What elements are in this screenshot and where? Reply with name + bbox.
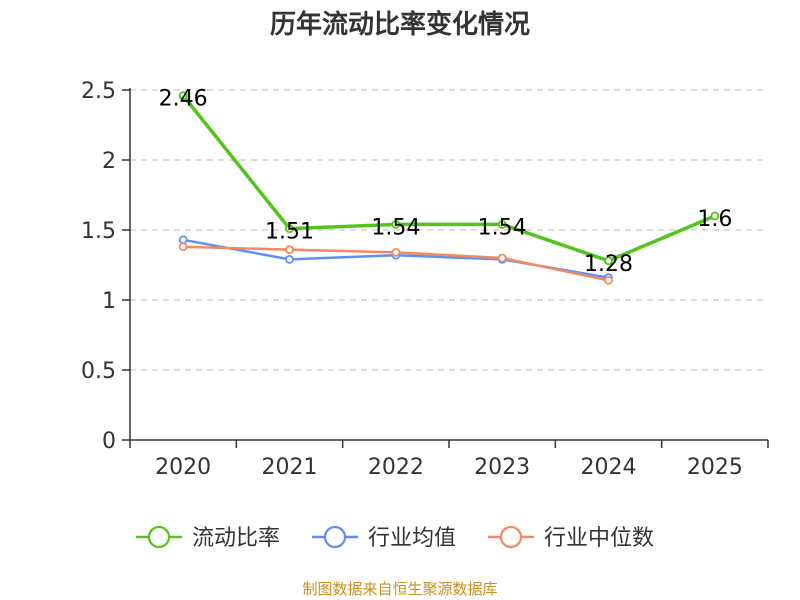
data-point	[178, 242, 188, 252]
data-label: 1.6	[697, 207, 732, 232]
legend-marker	[323, 525, 347, 549]
x-tick-label: 2023	[474, 455, 530, 480]
y-tick-label: 0.5	[81, 359, 116, 384]
data-point	[285, 224, 294, 234]
series-lines	[178, 91, 720, 285]
x-tick-label: 2025	[687, 455, 743, 480]
axes: 0 0.5 1 1.5 2 2.5 2020 2021 2022 2023 2024 2025	[81, 79, 769, 480]
legend-label: 行业中位数	[544, 526, 654, 551]
data-label: 1.54	[371, 215, 420, 240]
series-line-0	[181, 93, 717, 263]
data-point	[604, 275, 613, 285]
data-point	[285, 245, 294, 255]
y-tick-label: 2	[102, 149, 116, 174]
legend-label: 流动比率	[192, 526, 280, 551]
data-label: 1.54	[478, 215, 527, 240]
y-tick-label: 0	[102, 429, 116, 454]
x-tick-label: 2020	[155, 455, 211, 480]
data-point	[604, 256, 613, 266]
data-point	[178, 91, 188, 100]
x-tick-label: 2021	[262, 455, 318, 480]
x-tick-label: 2022	[368, 455, 424, 480]
legend-item[interactable]: 流动比率	[136, 525, 280, 551]
data-point	[391, 219, 401, 229]
x-tick-label: 2024	[581, 455, 637, 480]
legend-label: 行业均值	[368, 526, 456, 551]
y-tick-label: 1.5	[81, 219, 116, 244]
gridlines	[130, 89, 768, 371]
data-point	[497, 253, 507, 263]
chart-title: 历年流动比率变化情况	[270, 9, 530, 40]
data-label: 1.28	[584, 252, 633, 277]
y-tick-label: 1	[102, 289, 116, 314]
data-point	[178, 235, 188, 245]
data-point	[391, 247, 401, 257]
legend-item[interactable]: 行业中位数	[488, 525, 654, 551]
y-tick-label: 2.5	[81, 79, 116, 104]
data-point	[285, 254, 294, 264]
data-labels: 2.46 1.51 1.54 1.54 1.28 1.6	[159, 87, 733, 277]
legend-marker	[147, 525, 171, 549]
data-label: 2.46	[159, 87, 208, 112]
data-point	[710, 211, 720, 221]
legend-item[interactable]: 行业均值	[312, 525, 456, 551]
legend-marker	[499, 525, 523, 549]
data-point	[497, 219, 507, 229]
data-label: 1.51	[265, 220, 314, 245]
legend[interactable]: 流动比率 行业均值 行业中位数	[136, 525, 654, 551]
source-note: 制图数据来自恒生聚源数据库	[302, 580, 497, 598]
